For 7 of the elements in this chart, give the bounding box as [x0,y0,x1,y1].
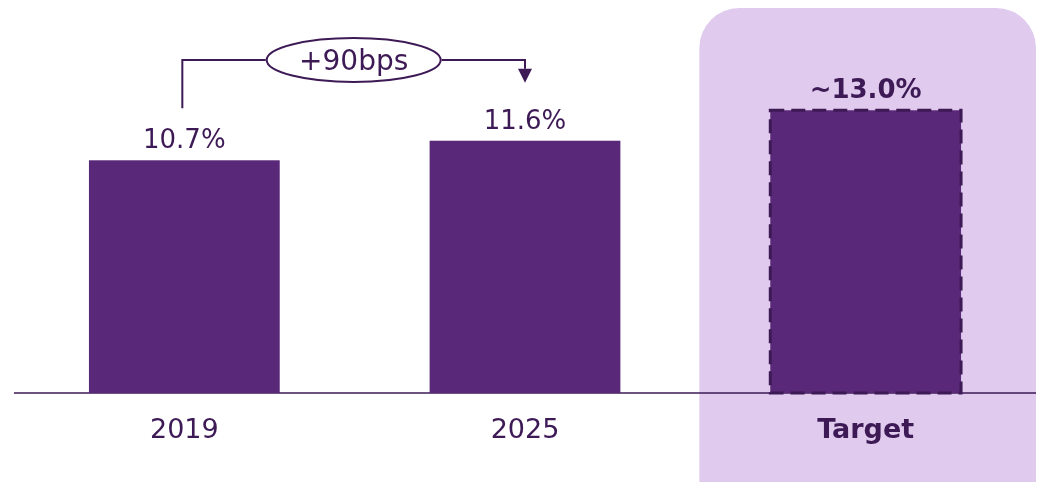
data-label: ~13.0% [809,74,922,105]
x-tick-label: Target [817,413,915,444]
data-label: 10.7% [143,124,226,155]
text: +90bps [299,44,409,77]
x-tick-label: 2025 [490,413,560,444]
data-label: 11.6% [483,104,567,135]
x-tick-label: 2019 [149,413,219,444]
